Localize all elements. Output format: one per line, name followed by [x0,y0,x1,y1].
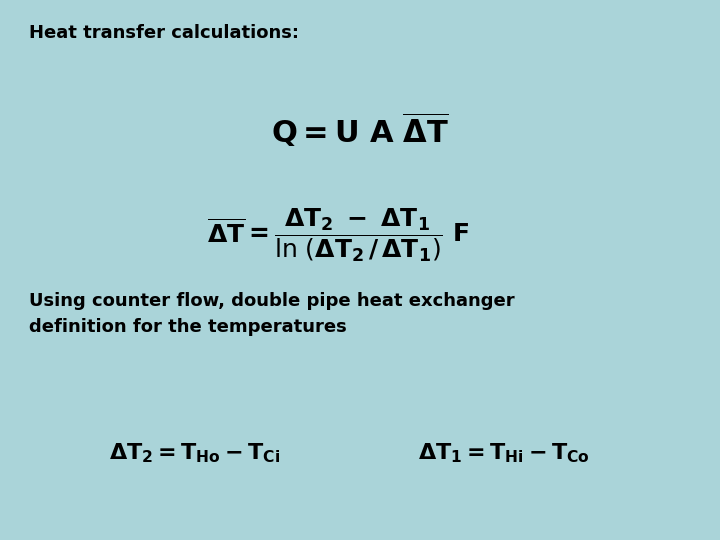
Text: $\mathbf{\Delta T_2 = T_{Ho} - T_{Ci}}$: $\mathbf{\Delta T_2 = T_{Ho} - T_{Ci}}$ [109,442,280,465]
Text: $\mathbf{\overline{\Delta T} = \dfrac{\Delta T_2\ -\ \Delta T_1}{\ln\,\left(\Del: $\mathbf{\overline{\Delta T} = \dfrac{\D… [207,206,469,264]
Text: Using counter flow, double pipe heat exchanger
definition for the temperatures: Using counter flow, double pipe heat exc… [29,292,514,336]
Text: Heat transfer calculations:: Heat transfer calculations: [29,24,299,42]
Text: $\mathbf{\Delta T_1 = T_{Hi} - T_{Co}}$: $\mathbf{\Delta T_1 = T_{Hi} - T_{Co}}$ [418,442,590,465]
Text: $\mathbf{Q = U\ A\ \overline{\Delta T}}$: $\mathbf{Q = U\ A\ \overline{\Delta T}}$ [271,110,449,149]
